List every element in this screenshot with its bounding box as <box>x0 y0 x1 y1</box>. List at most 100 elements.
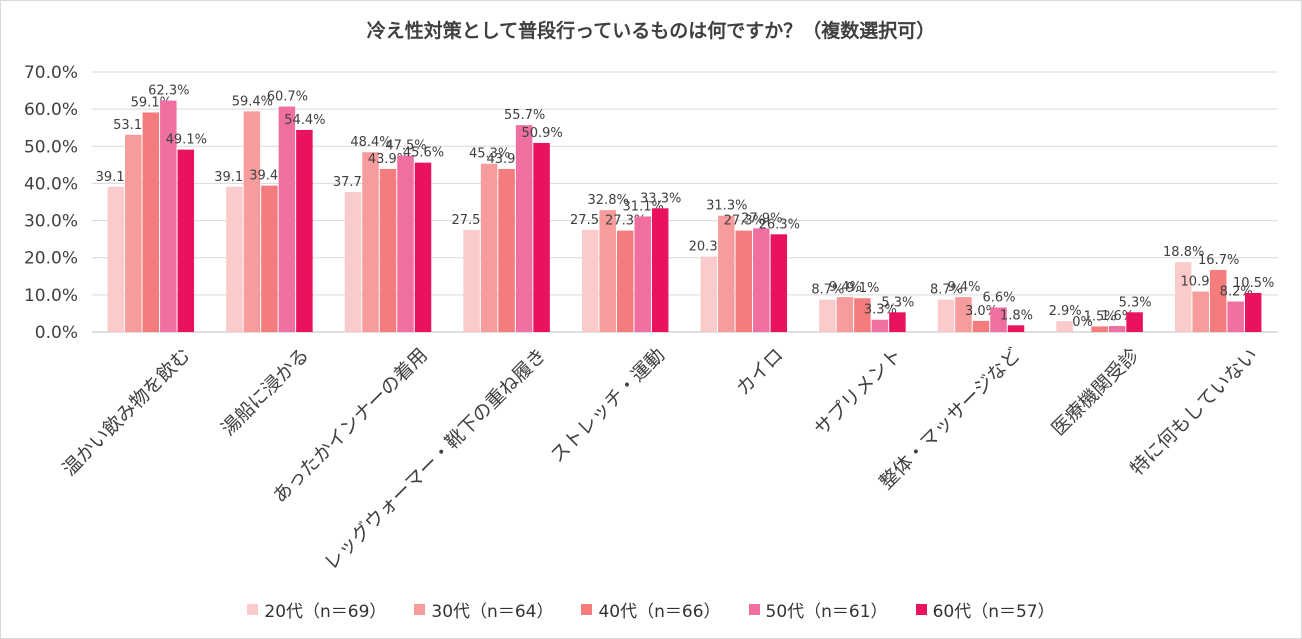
legend-item: 40代（n＝66） <box>581 597 721 622</box>
bar <box>463 229 480 332</box>
data-label: 32.8% <box>588 193 629 208</box>
legend-label: 50代（n＝61） <box>765 602 888 622</box>
legend-swatch <box>581 604 593 615</box>
bar <box>533 142 550 332</box>
chart-title: 冷え性対策として普段行っているものは何ですか？（複数選択可） <box>366 20 936 42</box>
legend-swatch <box>414 604 426 615</box>
bar <box>515 125 533 332</box>
bar <box>243 111 261 332</box>
bar <box>753 228 770 332</box>
legend-swatch <box>748 604 760 615</box>
legend: 20代（n＝69） 30代（n＝64） 40代（n＝66） 50代（n＝61） 60代（… <box>0 597 1302 622</box>
x-tick-label: 医療機関受診 <box>1047 344 1143 440</box>
bar <box>990 307 1007 332</box>
bar <box>1007 325 1025 332</box>
bar <box>819 299 836 332</box>
bar <box>599 210 616 332</box>
bar <box>1108 326 1126 332</box>
bar <box>1192 291 1209 332</box>
legend-label: 60代（n＝57） <box>932 602 1055 622</box>
bar <box>261 185 278 332</box>
x-tick-label: 湯船に浸かる <box>217 344 313 440</box>
data-label: 54.4% <box>284 113 325 128</box>
bar <box>1244 293 1262 332</box>
bar <box>770 234 788 332</box>
bar <box>854 298 871 332</box>
bar <box>937 299 955 332</box>
bar <box>836 297 854 332</box>
data-label: 45.6% <box>403 146 444 161</box>
data-label: 0% <box>1072 315 1093 330</box>
bar <box>1209 269 1227 332</box>
data-label: 9.1% <box>846 281 879 296</box>
bar <box>362 152 379 332</box>
bar <box>107 186 125 332</box>
data-label: 8.2% <box>1220 285 1253 300</box>
y-tick-label: 10.0% <box>24 286 78 306</box>
data-label: 8.7% <box>930 283 963 298</box>
bar <box>700 256 718 332</box>
data-label: 3.3% <box>864 303 897 318</box>
x-tick-label: レッグウォーマー・靴下の重ね履き <box>320 344 551 575</box>
bar <box>889 312 906 332</box>
bar <box>1091 326 1108 332</box>
data-label: 55.7% <box>504 108 545 123</box>
bar <box>142 112 160 332</box>
y-tick-label: 20.0% <box>24 249 78 269</box>
bar <box>125 134 142 332</box>
data-label: 62.3% <box>148 84 189 99</box>
bar <box>397 155 414 332</box>
data-label: 1.5% <box>1084 309 1117 324</box>
bar <box>480 163 498 332</box>
data-label: 27.9% <box>741 211 782 226</box>
x-tick-label: 温かい飲み物を飲む <box>58 344 194 480</box>
data-label: 45.3% <box>469 147 510 162</box>
bar <box>226 186 243 332</box>
data-label: 3.0% <box>965 304 998 319</box>
data-label: 5.3% <box>1119 295 1152 310</box>
bar <box>1126 312 1143 332</box>
bar <box>1227 301 1244 332</box>
data-label: 8.7% <box>811 283 844 298</box>
data-label: 9.4% <box>829 280 862 295</box>
legend-label: 40代（n＝66） <box>598 602 721 622</box>
legend-label: 30代（n＝64） <box>431 602 554 622</box>
data-label: 9.4% <box>947 280 980 295</box>
bar <box>616 230 634 332</box>
data-label: 33.3% <box>640 191 681 206</box>
y-tick-label: 70.0% <box>24 63 78 83</box>
data-label: 49.1% <box>166 133 207 148</box>
data-label: 6.6% <box>982 290 1015 305</box>
x-tick-label: カイロ <box>732 344 788 400</box>
data-label: 1.6% <box>1101 309 1134 324</box>
bar <box>278 106 296 333</box>
bar <box>735 230 753 332</box>
y-tick-label: 30.0% <box>24 212 78 232</box>
bar <box>718 215 735 332</box>
bar <box>177 149 195 332</box>
data-label: 27.3% <box>724 214 765 229</box>
y-tick-label: 40.0% <box>24 174 78 194</box>
bar <box>1056 321 1073 332</box>
bar <box>1174 262 1192 332</box>
legend-item: 20代（n＝69） <box>247 597 386 622</box>
data-label: 2.9% <box>1049 304 1082 319</box>
legend-swatch <box>915 604 927 615</box>
legend-item: 60代（n＝57） <box>915 597 1055 622</box>
legend-swatch <box>247 604 259 615</box>
data-label: 47.5% <box>385 139 426 154</box>
data-label: 16.7% <box>1198 253 1239 268</box>
legend-label: 20代（n＝69） <box>264 602 387 622</box>
data-label: 50.9% <box>521 126 562 141</box>
bar <box>296 129 313 332</box>
x-tick-label: サプリメント <box>810 344 906 440</box>
y-tick-label: 50.0% <box>24 137 78 157</box>
bar <box>634 216 651 332</box>
data-label: 48.4% <box>350 135 391 150</box>
legend-item: 50代（n＝61） <box>748 597 888 622</box>
bar <box>972 320 990 332</box>
legend-item: 30代（n＝64） <box>414 597 553 622</box>
bar <box>871 319 889 332</box>
data-label: 18.8% <box>1163 245 1204 260</box>
